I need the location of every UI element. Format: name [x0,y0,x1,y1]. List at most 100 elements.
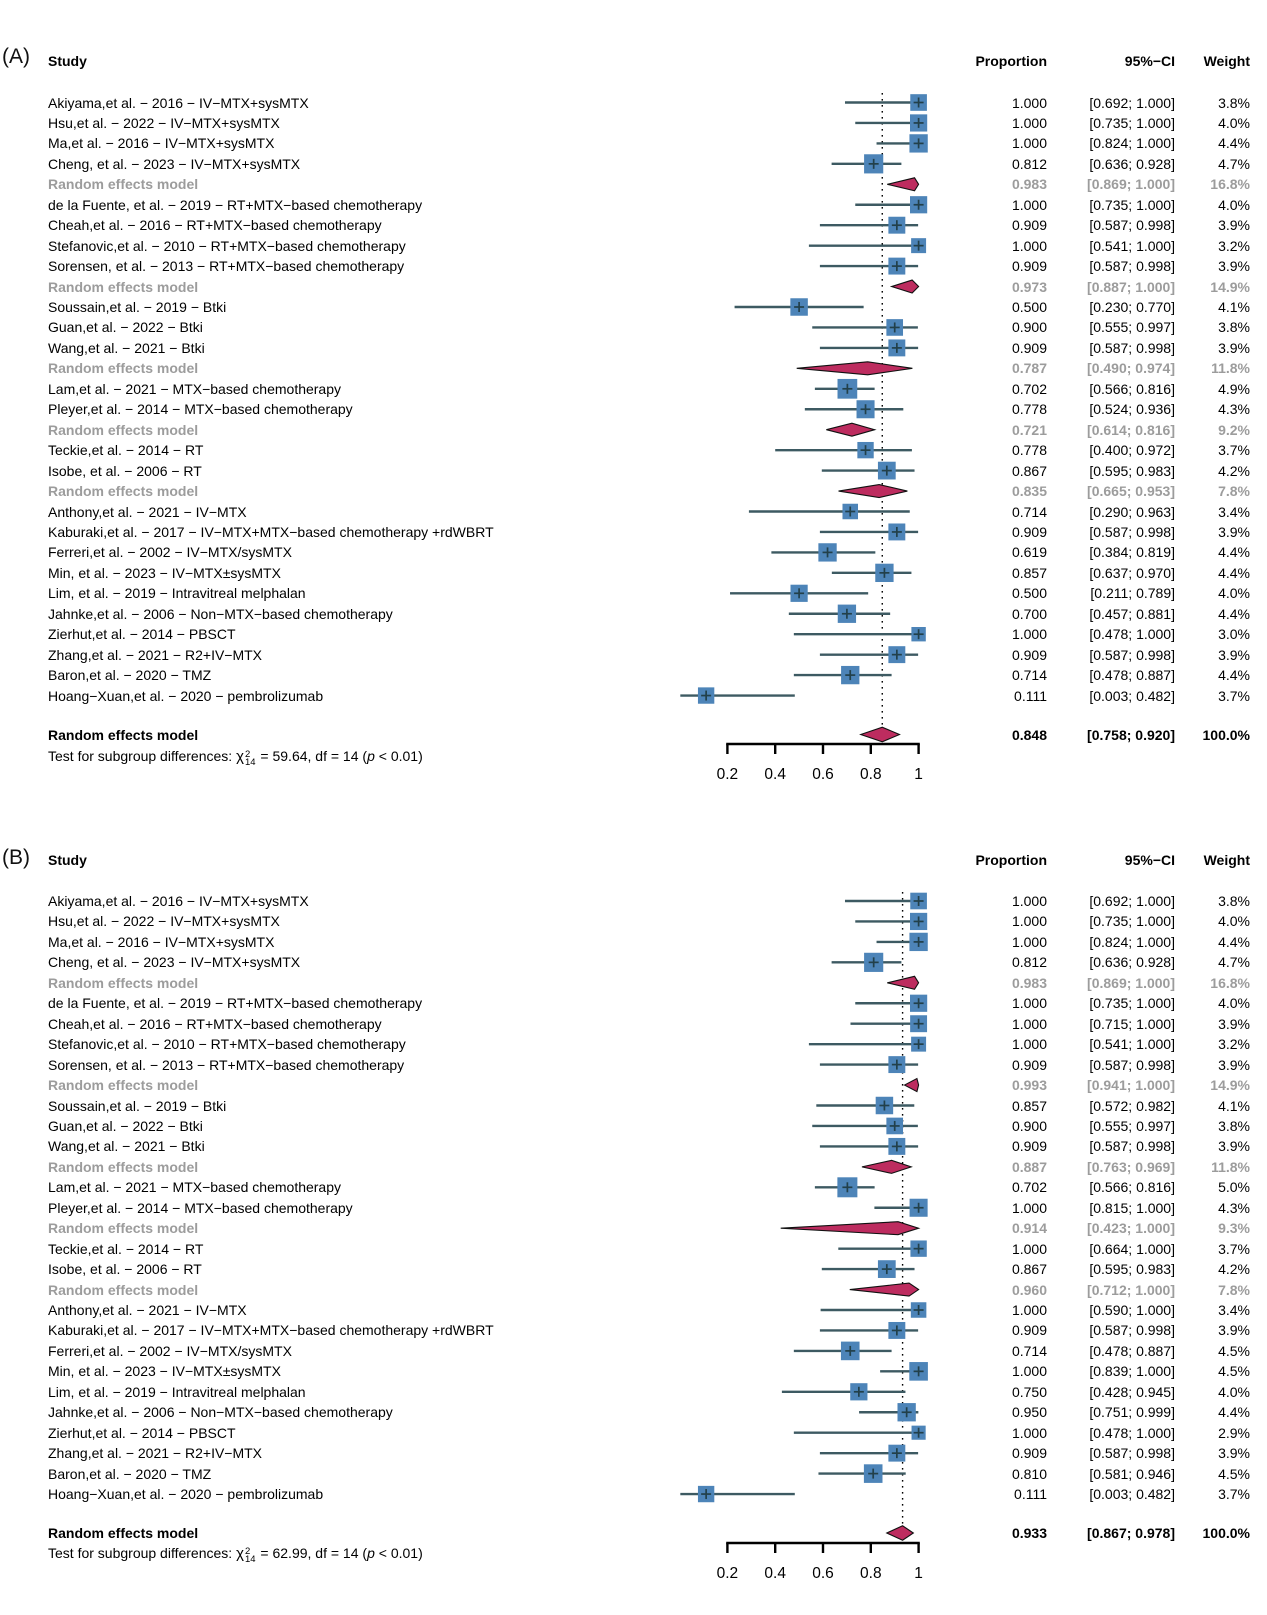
panel-a-row-ci: [0.490; 0.974] [1087,360,1175,377]
panel-a-row-proportion: 0.619 [1011,544,1047,561]
panel-b-row-proportion: 0.909 [1011,1056,1047,1073]
panel-b-row-proportion: 1.000 [1011,995,1047,1012]
panel-a-row-weight: 3.9% [1218,523,1250,540]
panel-b-row-ci: [0.715; 1.000] [1089,1015,1175,1032]
panel-a-row-weight: 3.4% [1218,503,1250,520]
panel-a-row-ci: [0.400; 0.972] [1089,442,1175,459]
panel-a-row-label: Random effects model [48,278,199,295]
panel-b-row-ci: [0.587; 0.998] [1089,1138,1175,1155]
panel-b-row-weight: 4.2% [1218,1261,1250,1278]
panel-b-row-ci: [0.664; 1.000] [1089,1240,1175,1257]
panel-a-row-proportion: 0.702 [1011,380,1047,397]
panel-a-row-label: Min, et al. − 2023 − IV−MTX±sysMTX [48,564,281,581]
panel-b-row-proportion: 1.000 [1011,1199,1047,1216]
panel-b-row-weight: 4.7% [1218,954,1250,971]
panel-b-row-weight: 14.9% [1210,1077,1250,1094]
panel-b-row-label: Min, et al. − 2023 − IV−MTX±sysMTX [48,1363,281,1380]
panel-a-row-ci: [0.290; 0.963] [1089,503,1175,520]
panel-b-label: (B) [2,846,30,869]
estimate-square [697,687,715,704]
panel-b-row-ci: [0.581; 0.946] [1089,1465,1175,1482]
panel-b-row-weight: 4.3% [1218,1199,1250,1216]
panel-b-row-ci: [0.751; 0.999] [1089,1404,1175,1421]
panel-b-row-weight: 4.5% [1218,1342,1250,1359]
panel-b-row-proportion: 1.000 [1011,1240,1047,1257]
panel-b-row-weight: 3.9% [1218,1445,1250,1462]
panel-b-row-weight: 16.8% [1210,974,1250,991]
panel-b-row-ci: [0.587; 0.998] [1089,1445,1175,1462]
panel-b-row-ci: [0.636; 0.928] [1089,954,1175,971]
panel-a-row-weight: 4.4% [1218,135,1250,152]
panel-b-row-weight: 3.7% [1218,1486,1250,1503]
panel-b-overall-proportion: 0.933 [1011,1525,1047,1541]
panel-a-row-proportion: 0.909 [1011,646,1047,663]
panel-a-row-ci: [0.587; 0.998] [1089,646,1175,663]
panel-b-row-proportion: 1.000 [1011,913,1047,930]
panel-b-row-proportion: 0.909 [1011,1322,1047,1339]
panel-a-row-label: Baron,et al. − 2020 − TMZ [48,667,212,684]
panel-b-row-weight: 4.0% [1218,913,1250,930]
test-text: Test for subgroup differences: [48,747,237,764]
panel-b-row-ci: [0.824; 1.000] [1089,933,1175,950]
panel-a-row-ci: [0.587; 0.998] [1089,258,1175,275]
panel-a-row-label: Lim, et al. − 2019 − Intravitreal melpha… [48,585,306,602]
panel-a-row-proportion: 0.909 [1011,523,1047,540]
panel-b-row-label: Teckie,et al. − 2014 − RT [48,1240,204,1257]
panel-b-study-header: Study [48,852,87,868]
panel-a-row-weight: 7.8% [1218,483,1250,500]
panel-b-ci-header: 95%−CI [1124,852,1175,868]
panel-a-overall-proportion: 0.848 [1011,726,1047,743]
panel-b-row-label: Kaburaki,et al. − 2017 − IV−MTX+MTX−base… [48,1322,494,1339]
chi-script: 2 [244,748,251,760]
panel-b-row-weight: 3.4% [1218,1302,1250,1318]
panel-b-row-proportion: 1.000 [1011,1424,1047,1441]
panel-a-row-proportion: 0.500 [1011,585,1047,602]
panel-a-axis-tick-label: 0.6 [812,766,834,783]
panel-a-row-label: Soussain,et al. − 2019 − Btki [48,299,227,315]
panel-a-row-ci: [0.595; 0.983] [1089,462,1175,479]
test-text: χ [236,1544,244,1562]
panel-a-row-label: Wang,et al. − 2021 − Btki [48,339,205,356]
panel-a-row-ci: [0.824; 1.000] [1089,135,1175,152]
panel-a-row-proportion: 1.000 [1011,626,1047,643]
panel-a-row-ci: [0.869; 1.000] [1087,176,1175,193]
panel-b-row-proportion: 1.000 [1011,1015,1047,1032]
panel-b-row-label: Ferreri,et al. − 2002 − IV−MTX/sysMTX [48,1342,292,1359]
panel-b-row-proportion: 0.810 [1011,1465,1047,1482]
panel-b-row-label: Ma,et al. − 2016 − IV−MTX+sysMTX [48,933,275,950]
panel-b-row-proportion: 0.914 [1011,1220,1047,1237]
panel-a-row-weight: 3.9% [1218,217,1250,234]
estimate-square [697,1485,715,1503]
panel-b-row-label: Stefanovic,et al. − 2010 − RT+MTX−based … [48,1036,406,1053]
panel-b-axis-tick-label: 0.8 [860,1565,882,1582]
panel-b-row-proportion: 0.909 [1011,1138,1047,1155]
panel-a-row-proportion: 0.787 [1011,360,1047,377]
panel-a-row-ci: [0.566; 0.816] [1089,380,1175,397]
panel-b-axis-tick-label: 0.6 [812,1565,834,1582]
panel-a-row-ci: [0.384; 0.819] [1089,544,1175,561]
panel-a-row-label: Pleyer,et al. − 2014 − MTX−based chemoth… [48,401,353,418]
panel-b-row-weight: 3.9% [1218,1015,1250,1032]
panel-b-row-weight: 5.0% [1218,1179,1250,1196]
panel-a-row-proportion: 0.867 [1011,462,1047,479]
panel-a-axis-tick-label: 1 [914,766,923,783]
panel-a-row-weight: 3.2% [1218,237,1250,254]
panel-a-row-ci: [0.524; 0.936] [1089,401,1175,418]
panel-a-row-label: Lam,et al. − 2021 − MTX−based chemothera… [48,380,342,397]
panel-a-row-proportion: 0.778 [1011,442,1047,459]
panel-b-row-ci: [0.839; 1.000] [1089,1363,1175,1380]
panel-a-row-ci: [0.555; 0.997] [1089,319,1175,336]
panel-a-row-proportion: 0.778 [1011,401,1047,418]
panel-b-row-label: Baron,et al. − 2020 − TMZ [48,1465,212,1482]
panel-b-row-label: Sorensen, et al. − 2013 − RT+MTX−based c… [48,1056,405,1073]
panel-a-row-label: Hoang−Xuan,et al. − 2020 − pembrolizumab [48,687,324,704]
panel-b-row-label: Zierhut,et al. − 2014 − PBSCT [48,1424,236,1441]
panel-a-axis-tick-label: 0.2 [716,766,739,783]
panel-a-row-proportion: 1.000 [1011,94,1047,111]
panel-a-axis-tick-label: 0.8 [860,766,882,783]
panel-a-row-ci: [0.735; 1.000] [1089,196,1175,213]
panel-a-row-weight: 4.7% [1218,155,1250,172]
panel-b-row-proportion: 0.983 [1011,974,1047,991]
panel-b-row-weight: 3.9% [1218,1138,1250,1155]
panel-b-row-ci: [0.869; 1.000] [1087,974,1175,991]
